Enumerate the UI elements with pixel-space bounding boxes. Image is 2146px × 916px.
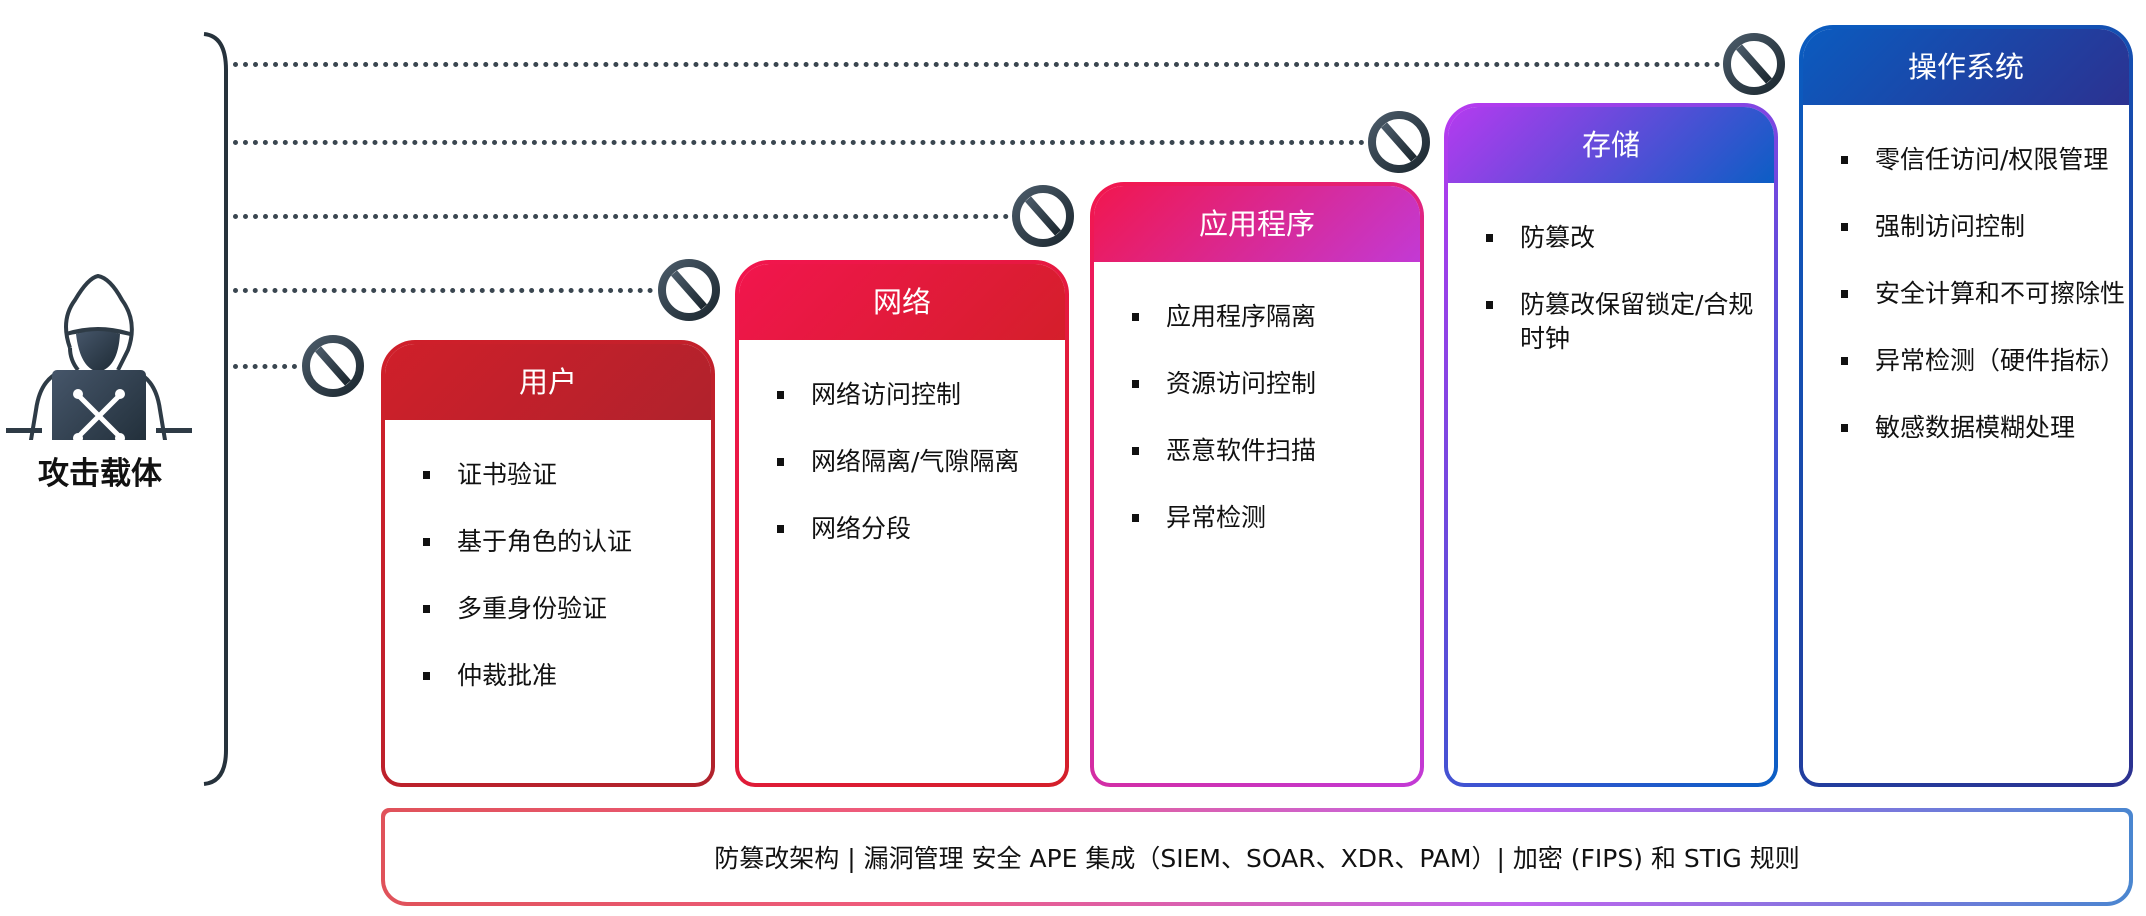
card-header: 存储	[1448, 107, 1774, 183]
list-item: 资源访问控制	[1132, 367, 1420, 401]
card-header: 操作系统	[1803, 29, 2129, 105]
attacker: 攻击载体	[0, 270, 200, 492]
prohibited-icon	[1012, 185, 1074, 247]
list-item: 敏感数据模糊处理	[1841, 411, 2129, 445]
attack-line-application	[233, 214, 1009, 219]
attack-line-storage	[233, 140, 1365, 145]
list-item: 安全计算和不可擦除性	[1841, 277, 2129, 311]
card-title: 存储	[1581, 128, 1640, 162]
list-item: 基于角色的认证	[423, 525, 711, 559]
attacker-label: 攻击载体	[38, 456, 162, 492]
card-title: 操作系统	[1907, 50, 2024, 84]
list-item: 异常检测（硬件指标）	[1841, 344, 2129, 378]
card-list: 证书验证基于角色的认证 多重身份验证 仲裁批准	[385, 420, 711, 693]
prohibited-icon	[302, 335, 364, 397]
bracket	[203, 32, 228, 786]
hacker-icon	[6, 273, 192, 440]
foundation-text: 防篡改架构 | 漏洞管理 安全 APE 集成（SIEM、SOAR、XDR、PAM…	[714, 844, 1800, 873]
prohibited-icon	[658, 259, 720, 321]
prohibited-icon	[1723, 33, 1785, 95]
card-network: 网络网络访问控制 网络隔离/气隙隔离 网络分段	[735, 260, 1069, 787]
list-item: 防篡改保留锁定/合规时钟	[1486, 288, 1774, 356]
list-item: 网络分段	[777, 512, 1065, 546]
card-header: 网络	[739, 264, 1065, 340]
foundation-bar: 防篡改架构 | 漏洞管理 安全 APE 集成（SIEM、SOAR、XDR、PAM…	[381, 808, 2133, 906]
list-item: 网络访问控制	[777, 378, 1065, 412]
card-title: 应用程序	[1198, 207, 1315, 241]
list-item: 多重身份验证	[423, 592, 711, 626]
card-title: 用户	[518, 365, 577, 399]
card-list: 防篡改防篡改保留锁定/合规时钟	[1448, 183, 1774, 356]
card-header: 应用程序	[1094, 186, 1420, 262]
card-user: 用户证书验证基于角色的认证 多重身份验证 仲裁批准	[381, 340, 715, 787]
list-item: 恶意软件扫描	[1132, 434, 1420, 468]
card-list: 网络访问控制 网络隔离/气隙隔离 网络分段	[739, 340, 1065, 546]
list-item: 网络隔离/气隙隔离	[777, 445, 1065, 479]
list-item: 异常检测	[1132, 501, 1420, 535]
attack-line-os	[233, 62, 1721, 67]
card-title: 网络	[872, 285, 931, 319]
attack-line-user	[233, 364, 297, 369]
list-item: 证书验证	[423, 458, 711, 492]
card-application: 应用程序应用程序隔离 资源访问控制 恶意软件扫描 异常检测	[1090, 182, 1424, 787]
card-list: 零信任访问/权限管理 强制访问控制 安全计算和不可擦除性 异常检测（硬件指标） 敏感数据…	[1803, 105, 2129, 445]
attack-line-network	[233, 288, 653, 293]
prohibited-icon	[1368, 111, 1430, 173]
list-item: 仲裁批准	[423, 659, 711, 693]
list-item: 防篡改	[1486, 221, 1774, 255]
card-header: 用户	[385, 344, 711, 420]
card-storage: 存储防篡改防篡改保留锁定/合规时钟	[1444, 103, 1778, 787]
card-os: 操作系统零信任访问/权限管理 强制访问控制 安全计算和不可擦除性 异常检测（硬件指标）…	[1799, 25, 2133, 787]
list-item: 强制访问控制	[1841, 210, 2129, 244]
list-item: 应用程序隔离	[1132, 300, 1420, 334]
list-item: 零信任访问/权限管理	[1841, 143, 2129, 177]
card-list: 应用程序隔离 资源访问控制 恶意软件扫描 异常检测	[1094, 262, 1420, 535]
